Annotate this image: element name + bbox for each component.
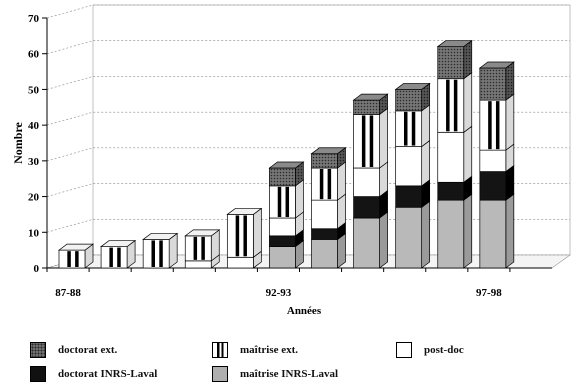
bar-segment-dext: [269, 161, 304, 187]
bar-segment-mext: [58, 243, 94, 269]
x-tick-label: 87-88: [55, 287, 81, 299]
stacked-bar-chart: 0 10 20 30 40 50 60 70 Nombre Années 87-88 92-93…: [11, 4, 571, 317]
y-tick-label: 0: [34, 263, 40, 275]
bar-top: [478, 61, 515, 69]
bar-segment-mext: [353, 107, 388, 169]
bar-segment-mext: [479, 93, 515, 151]
y-tick-label: 30: [28, 156, 40, 168]
x-axis-label: Années: [287, 305, 322, 317]
bar-top: [268, 161, 305, 169]
gridline: [46, 76, 570, 90]
maitrise-inrs-swatch-icon: [212, 366, 228, 382]
legend-item-doctorat-ext: doctorat ext.: [30, 342, 117, 358]
y-tick-label: 40: [28, 120, 40, 132]
legend: doctorat ext. maîtrise ext. post-doc doc…: [30, 342, 570, 388]
gridline: [46, 4, 570, 19]
legend-item-maitrise-inrs: maîtrise INRS-Laval: [212, 366, 338, 382]
legend-item-post-doc: post-doc: [396, 342, 464, 358]
bar-top: [310, 147, 347, 155]
bar-segment-dext: [353, 93, 388, 116]
bar-segment-mext: [226, 207, 262, 258]
bar-top: [394, 83, 431, 90]
y-tick-label: 20: [28, 192, 40, 204]
gridline: [46, 40, 570, 55]
y-axis-label: Nombre: [11, 121, 25, 163]
bar-segment-minrs: [311, 232, 346, 269]
bar-top: [57, 243, 95, 251]
bar-top: [436, 40, 473, 47]
bar-segment-post: [437, 125, 473, 183]
axes: 0 10 20 30 40 50 60 70: [28, 13, 552, 275]
bar-segment-post: [353, 161, 388, 198]
bar-top: [352, 93, 389, 101]
x-tick-label: 92-93: [266, 287, 292, 299]
y-tick-label: 10: [28, 227, 40, 239]
bar-segment-minrs: [395, 200, 431, 269]
bars: [57, 39, 515, 269]
bar-segment-post: [311, 193, 346, 230]
bar-top: [142, 233, 179, 240]
bar-segment-minrs: [479, 193, 515, 269]
doctorat-ext-swatch-icon: [30, 342, 46, 358]
bar-top: [226, 208, 263, 215]
bar-segment-minrs: [269, 239, 304, 269]
post-doc-swatch-icon: [396, 342, 412, 358]
maitrise-ext-swatch-icon: [212, 342, 228, 358]
bar-segment-mext: [142, 232, 178, 269]
bar-segment-mext: [100, 239, 136, 269]
doctorat-inrs-swatch-icon: [30, 366, 46, 382]
bar-segment-post: [395, 139, 431, 187]
legend-label: doctorat ext.: [58, 344, 118, 356]
bar-segment-mext: [437, 72, 473, 133]
bar-segment-dext: [311, 147, 346, 169]
legend-label: maîtrise INRS-Laval: [240, 368, 339, 380]
legend-item-doctorat-inrs: doctorat INRS-Laval: [30, 366, 157, 382]
bar-segment-mext: [311, 161, 346, 201]
y-tick-label: 60: [28, 49, 40, 61]
y-tick-label: 50: [28, 84, 40, 96]
legend-item-maitrise-ext: maîtrise ext.: [212, 342, 298, 358]
bar-top: [100, 240, 137, 247]
bar-segment-dinrs: [395, 179, 431, 208]
bar-segment-mext: [269, 179, 304, 219]
bar-segment-mext: [184, 229, 220, 262]
bar-segment-mext: [395, 104, 431, 148]
legend-label: doctorat INRS-Laval: [58, 368, 158, 380]
bar-segment-minrs: [353, 211, 388, 269]
axis-labels: Nombre Années 87-88 92-93 97-98: [11, 121, 502, 317]
y-tick-label: 70: [28, 13, 40, 25]
legend-label: post-doc: [424, 344, 464, 356]
bar-segment-post: [269, 211, 304, 237]
x-tick-label: 97-98: [476, 287, 502, 299]
legend-label: maîtrise ext.: [240, 344, 299, 356]
bar-top: [184, 229, 221, 237]
bar-segment-minrs: [437, 193, 473, 269]
